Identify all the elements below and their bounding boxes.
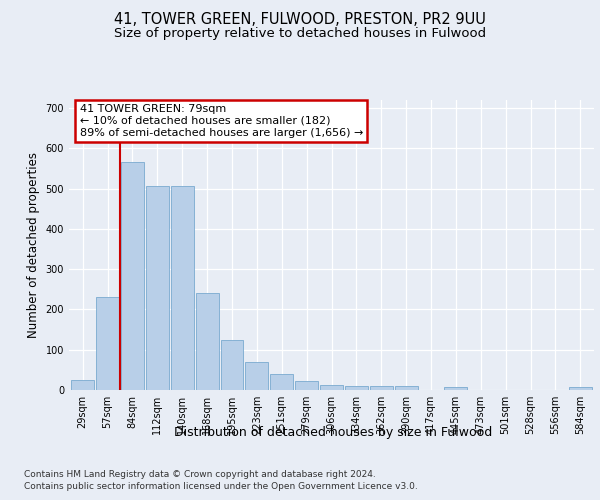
Bar (196, 294, 218, 390)
Text: Size of property relative to detached houses in Fulwood: Size of property relative to detached ho… (114, 28, 486, 40)
Bar (171, 186, 194, 390)
Bar (395, 386, 418, 390)
Bar (569, 387, 592, 390)
Bar (221, 340, 244, 390)
Bar (146, 186, 169, 390)
Bar (370, 386, 393, 390)
Bar (71, 380, 94, 390)
Text: 41 TOWER GREEN: 79sqm
← 10% of detached houses are smaller (182)
89% of semi-det: 41 TOWER GREEN: 79sqm ← 10% of detached … (79, 104, 363, 138)
Text: Contains public sector information licensed under the Open Government Licence v3: Contains public sector information licen… (24, 482, 418, 491)
Bar (445, 387, 467, 390)
Bar (270, 374, 293, 390)
Bar (96, 298, 119, 390)
Text: Distribution of detached houses by size in Fulwood: Distribution of detached houses by size … (174, 426, 492, 439)
Bar (245, 362, 268, 390)
Bar (345, 386, 368, 390)
Bar (121, 162, 144, 390)
Text: Contains HM Land Registry data © Crown copyright and database right 2024.: Contains HM Land Registry data © Crown c… (24, 470, 376, 479)
Y-axis label: Number of detached properties: Number of detached properties (27, 152, 40, 338)
Bar (320, 385, 343, 390)
Text: 41, TOWER GREEN, FULWOOD, PRESTON, PR2 9UU: 41, TOWER GREEN, FULWOOD, PRESTON, PR2 9… (114, 12, 486, 28)
Bar (295, 381, 318, 390)
